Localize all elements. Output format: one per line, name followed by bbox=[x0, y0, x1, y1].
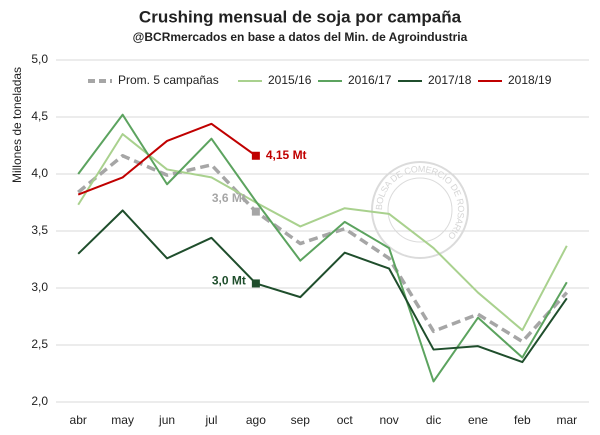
x-tick-label: may bbox=[111, 413, 134, 427]
x-tick-label: oct bbox=[337, 413, 354, 427]
watermark-text: BOLSA DE COMERCIO DE ROSARIO bbox=[374, 164, 465, 241]
series-line bbox=[77, 154, 569, 344]
legend-label: 2015/16 bbox=[268, 73, 312, 87]
series-line bbox=[77, 209, 568, 364]
y-tick-label: 2,5 bbox=[31, 337, 48, 351]
y-tick-label: 5,0 bbox=[31, 52, 48, 66]
chart-subtitle: @BCRmercados en base a datos del Min. de… bbox=[133, 30, 468, 44]
legend-label: 2018/19 bbox=[508, 73, 552, 87]
y-tick-label: 4,0 bbox=[31, 166, 48, 180]
legend-label: Prom. 5 campañas bbox=[118, 73, 219, 87]
point-marker bbox=[251, 207, 260, 216]
watermark: BOLSA DE COMERCIO DE ROSARIO bbox=[371, 161, 469, 259]
annotation: 3,6 Mt bbox=[212, 191, 246, 205]
annotation: 3,0 Mt bbox=[212, 274, 246, 288]
series-line bbox=[77, 133, 568, 332]
x-tick-label: mar bbox=[556, 413, 577, 427]
x-tick-label: ene bbox=[468, 413, 488, 427]
point-marker bbox=[251, 279, 260, 288]
legend-label: 2016/17 bbox=[348, 73, 392, 87]
y-tick-label: 3,5 bbox=[31, 223, 48, 237]
watermark-ring bbox=[387, 177, 453, 243]
x-tick-label: feb bbox=[514, 413, 531, 427]
y-tick-label: 4,5 bbox=[31, 109, 48, 123]
chart-title: Crushing mensual de soja por campaña bbox=[139, 7, 462, 26]
y-tick-label: 3,0 bbox=[31, 280, 48, 294]
x-tick-label: jun bbox=[158, 413, 175, 427]
x-tick-label: jul bbox=[204, 413, 217, 427]
legend-label: 2017/18 bbox=[428, 73, 472, 87]
x-tick-label: abr bbox=[70, 413, 87, 427]
watermark-ring bbox=[371, 161, 469, 259]
x-tick-label: sep bbox=[291, 413, 311, 427]
series-line bbox=[77, 122, 257, 196]
annotation: 4,15 Mt bbox=[266, 148, 307, 162]
x-tick-label: dic bbox=[426, 413, 441, 427]
x-tick-label: nov bbox=[379, 413, 398, 427]
y-axis-label: Millones de toneladas bbox=[10, 67, 24, 183]
x-tick-label: ago bbox=[246, 413, 266, 427]
y-tick-label: 2,0 bbox=[31, 394, 48, 408]
watermark-text: BOLSA DE COMERCIO DE ROSARIO bbox=[374, 164, 465, 241]
series-line bbox=[77, 113, 568, 383]
point-marker bbox=[251, 151, 260, 160]
